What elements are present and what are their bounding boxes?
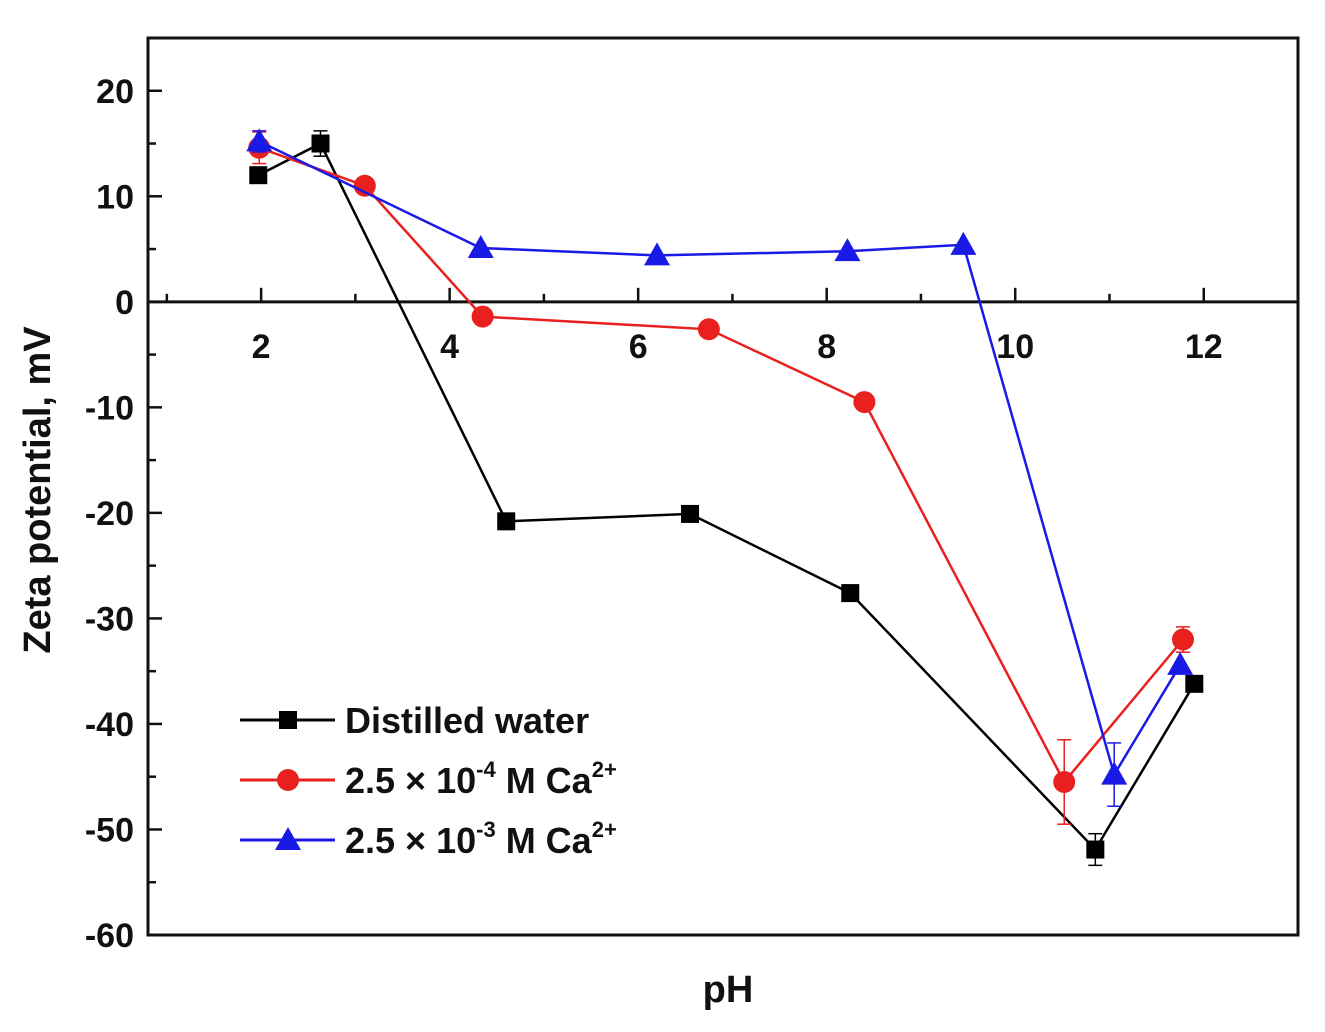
y-tick-label: 20	[96, 73, 134, 111]
data-point	[1172, 628, 1194, 651]
legend-label-ca-1: 2.5 × 10-4 M Ca2+	[345, 757, 617, 801]
data-point	[471, 305, 494, 328]
legend-marker-ca-1	[277, 769, 299, 791]
data-point	[353, 174, 376, 197]
y-tick-label: -60	[85, 917, 134, 955]
data-point	[644, 242, 671, 266]
data-point	[1086, 840, 1105, 859]
series-line-1	[257, 141, 1196, 852]
y-axis-title: Zeta potential, mV	[17, 326, 59, 654]
data-point	[1101, 761, 1128, 785]
x-tick-label: 8	[817, 328, 836, 366]
legend-label-ca-1-charge: 2+	[592, 757, 617, 782]
y-tick-label: -30	[85, 600, 134, 638]
legend-label-ca-2-exp: -3	[476, 817, 496, 842]
legend-entry-distilled-water: Distilled water	[240, 700, 589, 741]
legend-label-distilled-water: Distilled water	[345, 700, 589, 741]
y-tick-label: 10	[96, 178, 134, 216]
data-point	[834, 238, 861, 262]
x-tick-label: 2	[252, 328, 271, 366]
series-line-2	[258, 146, 1184, 785]
legend-entry-ca-1: 2.5 × 10-4 M Ca2+	[240, 757, 617, 801]
data-point	[950, 231, 977, 255]
axis-ticks	[148, 36, 1298, 937]
y-tick-label: -50	[85, 811, 134, 849]
legend-label-ca-2: 2.5 × 10-3 M Ca2+	[345, 817, 617, 861]
x-axis-title: pH	[703, 969, 754, 1011]
data-point	[1185, 674, 1204, 693]
legend-marker-ca-2	[275, 827, 301, 850]
legend-label-ca-1-exp: -4	[476, 757, 496, 782]
series-2	[248, 131, 1194, 825]
data-point	[467, 235, 494, 259]
series-line-3	[258, 140, 1182, 778]
data-point	[841, 584, 860, 603]
axis-tick-labels: -60 -50 -40 -30 -20 -10 0 10 20 2 4 6 8 10 12	[85, 73, 1223, 955]
data-point	[497, 512, 516, 531]
data-point	[853, 391, 876, 414]
data-point	[246, 128, 273, 152]
data-point	[311, 134, 330, 153]
x-tick-label: 12	[1185, 328, 1223, 366]
plot-frame	[146, 36, 1300, 937]
legend-marker-distilled-water	[279, 711, 297, 729]
data-point	[1167, 651, 1194, 675]
legend-label-ca-2-charge: 2+	[592, 817, 617, 842]
data-point	[681, 504, 700, 523]
y-tick-label: 0	[115, 284, 134, 322]
y-tick-label: -20	[85, 495, 134, 533]
data-point	[1053, 770, 1076, 793]
y-tick-label: -10	[85, 389, 134, 427]
legend-label-ca-1-main: 2.5 × 10	[345, 760, 476, 801]
data-point	[697, 318, 720, 341]
legend-label-ca-1-mid: M Ca	[496, 760, 593, 801]
series-layer	[246, 128, 1204, 867]
x-tick-label: 10	[996, 328, 1034, 366]
legend-label-ca-2-main: 2.5 × 10	[345, 820, 476, 861]
legend: Distilled water 2.5 × 10-4 M Ca2+ 2.5 × …	[240, 700, 617, 861]
y-tick-label: -40	[85, 706, 134, 744]
series-3	[246, 128, 1194, 808]
x-tick-label: 6	[629, 328, 648, 366]
x-tick-label: 4	[440, 328, 459, 366]
legend-entry-ca-2: 2.5 × 10-3 M Ca2+	[240, 817, 617, 861]
series-1	[249, 130, 1204, 867]
data-point	[249, 166, 268, 185]
legend-label-ca-2-mid: M Ca	[496, 820, 593, 861]
